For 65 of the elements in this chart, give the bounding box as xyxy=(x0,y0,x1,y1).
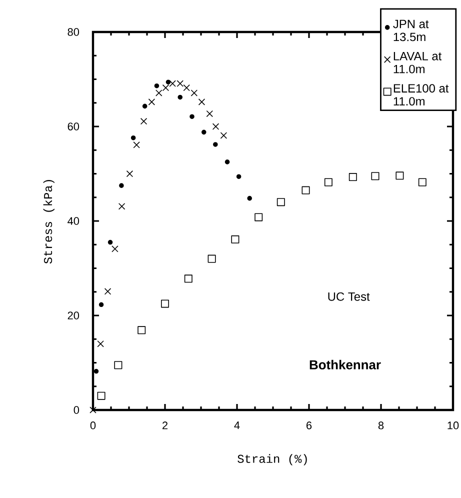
point xyxy=(213,142,218,147)
point xyxy=(254,213,263,222)
point xyxy=(130,135,136,140)
y-tick-label: 80 xyxy=(68,28,80,36)
point xyxy=(138,326,146,334)
point xyxy=(198,98,206,106)
point xyxy=(231,235,240,244)
point xyxy=(247,196,252,201)
legend-label: JPN at 13.5m xyxy=(393,20,429,42)
point xyxy=(190,90,198,96)
point xyxy=(348,173,357,182)
point xyxy=(183,84,190,92)
point xyxy=(212,123,220,130)
point xyxy=(119,183,124,188)
point xyxy=(178,94,183,100)
point xyxy=(142,104,148,109)
annotation: UC Test xyxy=(328,292,370,301)
point xyxy=(276,198,285,206)
point xyxy=(201,130,206,135)
point xyxy=(104,288,112,295)
point xyxy=(140,118,148,125)
point xyxy=(162,84,170,92)
legend-label: ELE100 at 11.0m xyxy=(394,84,449,106)
point xyxy=(126,170,134,178)
point xyxy=(161,300,169,308)
point xyxy=(302,186,310,194)
point xyxy=(112,246,118,252)
point xyxy=(166,80,171,84)
y-tick-label: 0 xyxy=(74,406,80,414)
x-tick-label: 0 xyxy=(90,422,96,430)
point xyxy=(118,202,126,210)
legend-label: LAVAL at 11.0m xyxy=(394,52,442,74)
point xyxy=(236,174,242,179)
point xyxy=(184,274,192,283)
point xyxy=(94,368,99,374)
point xyxy=(206,110,214,118)
point xyxy=(148,98,156,106)
point xyxy=(98,302,104,308)
point xyxy=(156,90,162,96)
point xyxy=(220,132,228,139)
point xyxy=(108,240,113,245)
x-tick-label: 6 xyxy=(306,422,312,430)
x-tick-label: 8 xyxy=(378,422,384,430)
point xyxy=(90,406,96,414)
x-tick-label: 4 xyxy=(234,422,240,430)
point xyxy=(418,178,426,186)
y-tick-label: 60 xyxy=(68,122,80,130)
point xyxy=(97,392,106,400)
point xyxy=(154,83,160,88)
point xyxy=(97,340,104,348)
y-tick-label: 20 xyxy=(68,312,80,320)
x-tick-label: 2 xyxy=(162,422,168,430)
annotation: Bothkennar xyxy=(310,360,381,370)
x-tick-label: 10 xyxy=(448,422,459,430)
point xyxy=(224,160,230,164)
point xyxy=(324,178,332,186)
point xyxy=(133,142,140,148)
y-axis-title: Stress (kPa) xyxy=(43,180,54,264)
point xyxy=(208,254,216,263)
point xyxy=(114,361,122,370)
point xyxy=(190,114,194,119)
point xyxy=(396,172,404,180)
y-tick-label: 40 xyxy=(68,217,80,225)
x-axis-title: Strain (%) xyxy=(238,454,307,466)
point xyxy=(371,172,380,180)
